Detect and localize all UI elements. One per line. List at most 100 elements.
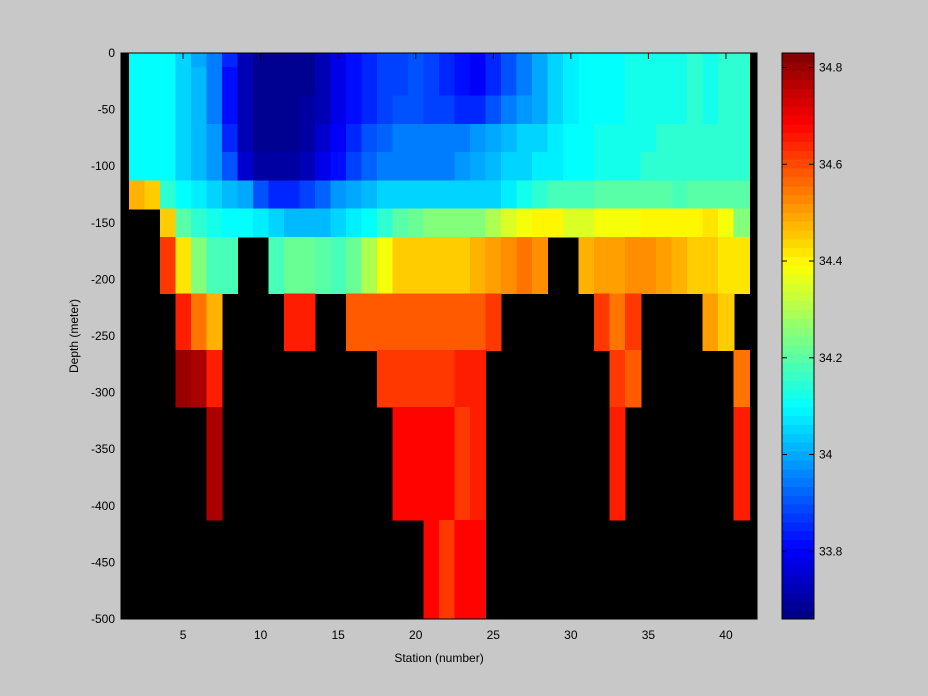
heatmap-cell [733, 208, 750, 238]
heatmap-cell [221, 123, 238, 153]
heatmap-cell [454, 53, 471, 68]
heatmap-cell [532, 265, 549, 295]
heatmap-cell [454, 321, 471, 351]
heatmap-cell [190, 350, 207, 380]
heatmap-cell [656, 123, 673, 153]
heatmap-cell [175, 265, 192, 295]
colorbar-band [782, 433, 814, 443]
colorbar-tick-label: 34.4 [819, 254, 843, 268]
colorbar-band [782, 371, 814, 381]
heatmap-cell [532, 123, 549, 153]
heatmap-cell [470, 491, 487, 521]
heatmap-cell [501, 152, 518, 181]
heatmap-cell [361, 236, 378, 266]
heatmap-cell [656, 67, 673, 97]
colorbar-band [782, 247, 814, 257]
colorbar-band [782, 459, 814, 470]
heatmap-cell [268, 265, 285, 295]
heatmap-cell [470, 463, 487, 493]
colorbar-band [782, 530, 814, 540]
heatmap-cell [314, 236, 332, 266]
colorbar-band [782, 203, 814, 213]
heatmap-cell [392, 491, 409, 521]
heatmap-cell [563, 95, 580, 125]
heatmap-cell [314, 53, 332, 68]
heatmap-cell [594, 265, 611, 295]
heatmap-cell [330, 265, 347, 295]
heatmap-cell [625, 53, 642, 68]
heatmap-cell [144, 123, 161, 153]
colorbar-band [782, 548, 814, 558]
heatmap-cell [609, 321, 626, 351]
heatmap-cell [314, 95, 332, 125]
heatmap-cell [470, 350, 487, 380]
heatmap-cell [206, 293, 223, 323]
heatmap-cell [376, 53, 394, 68]
heatmap-cell [594, 208, 611, 238]
heatmap-cell [718, 180, 735, 210]
heatmap-cell [221, 265, 238, 295]
heatmap-cell [656, 152, 673, 181]
heatmap-cell [345, 236, 363, 266]
colorbar-tick-label: 34.8 [819, 61, 843, 75]
heatmap-cell [656, 53, 673, 68]
heatmap-cell [221, 180, 238, 210]
heatmap-cell [578, 265, 595, 295]
heatmap-cell [470, 67, 487, 97]
heatmap-cell [268, 208, 285, 238]
heatmap-cell [532, 95, 549, 125]
heatmap-cell [594, 180, 611, 210]
heatmap-cell [578, 67, 595, 97]
heatmap-cell [718, 208, 735, 238]
heatmap-cell [578, 53, 595, 68]
heatmap-cell [283, 321, 300, 351]
colorbar-band [782, 397, 814, 408]
heatmap-cell [299, 123, 316, 153]
heatmap-cell [407, 463, 425, 493]
heatmap-cell [314, 123, 332, 153]
heatmap-cell [625, 67, 642, 97]
heatmap-cell [299, 152, 316, 181]
heatmap-cell [594, 321, 611, 351]
heatmap-cell [392, 406, 409, 436]
heatmap-cell [407, 321, 425, 351]
heatmap-cell [470, 548, 487, 578]
heatmap-cell [718, 95, 735, 125]
heatmap-cell [221, 236, 238, 266]
heatmap-cell [609, 67, 626, 97]
heatmap-cell [299, 293, 316, 323]
heatmap-cell [439, 491, 456, 521]
heatmap-cell [190, 208, 207, 238]
heatmap-cell [671, 265, 688, 295]
colorbar-band [782, 362, 814, 372]
colorbar-band [782, 194, 814, 204]
heatmap-cell [345, 67, 363, 97]
heatmap-cell [671, 152, 688, 181]
heatmap-cell [516, 95, 533, 125]
heatmap-cell [501, 208, 518, 238]
heatmap-cell [439, 236, 456, 266]
heatmap-cell [423, 265, 440, 295]
heatmap-cell [563, 180, 580, 210]
colorbar-band [782, 291, 814, 302]
heatmap-cell [594, 152, 611, 181]
heatmap-cell [516, 265, 533, 295]
heatmap-cell [190, 321, 207, 351]
heatmap-cell [283, 293, 300, 323]
y-tick-label: -150 [91, 216, 115, 230]
heatmap-cell [376, 350, 394, 380]
heatmap-cell [609, 236, 626, 266]
x-tick-label: 5 [180, 628, 187, 642]
heatmap-cell [532, 53, 549, 68]
heatmap-cell [640, 95, 657, 125]
heatmap-cell [609, 406, 626, 436]
heatmap-cell [299, 53, 316, 68]
heatmap-cell [640, 208, 657, 238]
heatmap-cell [594, 236, 611, 266]
heatmap-cell [376, 180, 394, 210]
heatmap-cell [407, 95, 425, 125]
colorbar-band [782, 282, 814, 293]
x-tick-label: 15 [331, 628, 345, 642]
heatmap-cell [470, 95, 487, 125]
